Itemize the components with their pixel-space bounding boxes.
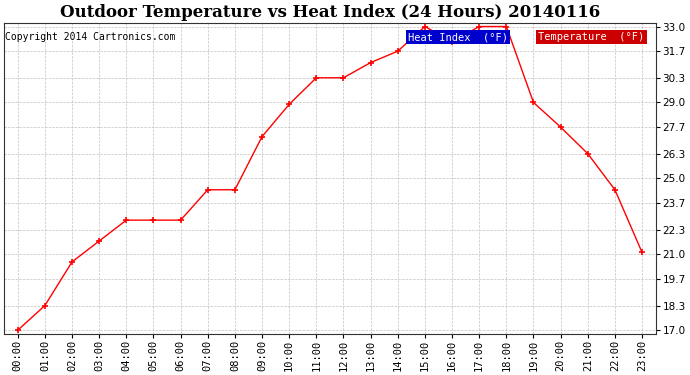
Text: Heat Index  (°F): Heat Index (°F) [408,32,508,42]
Text: Temperature  (°F): Temperature (°F) [538,32,644,42]
Text: Copyright 2014 Cartronics.com: Copyright 2014 Cartronics.com [5,32,175,42]
Title: Outdoor Temperature vs Heat Index (24 Hours) 20140116: Outdoor Temperature vs Heat Index (24 Ho… [60,4,600,21]
